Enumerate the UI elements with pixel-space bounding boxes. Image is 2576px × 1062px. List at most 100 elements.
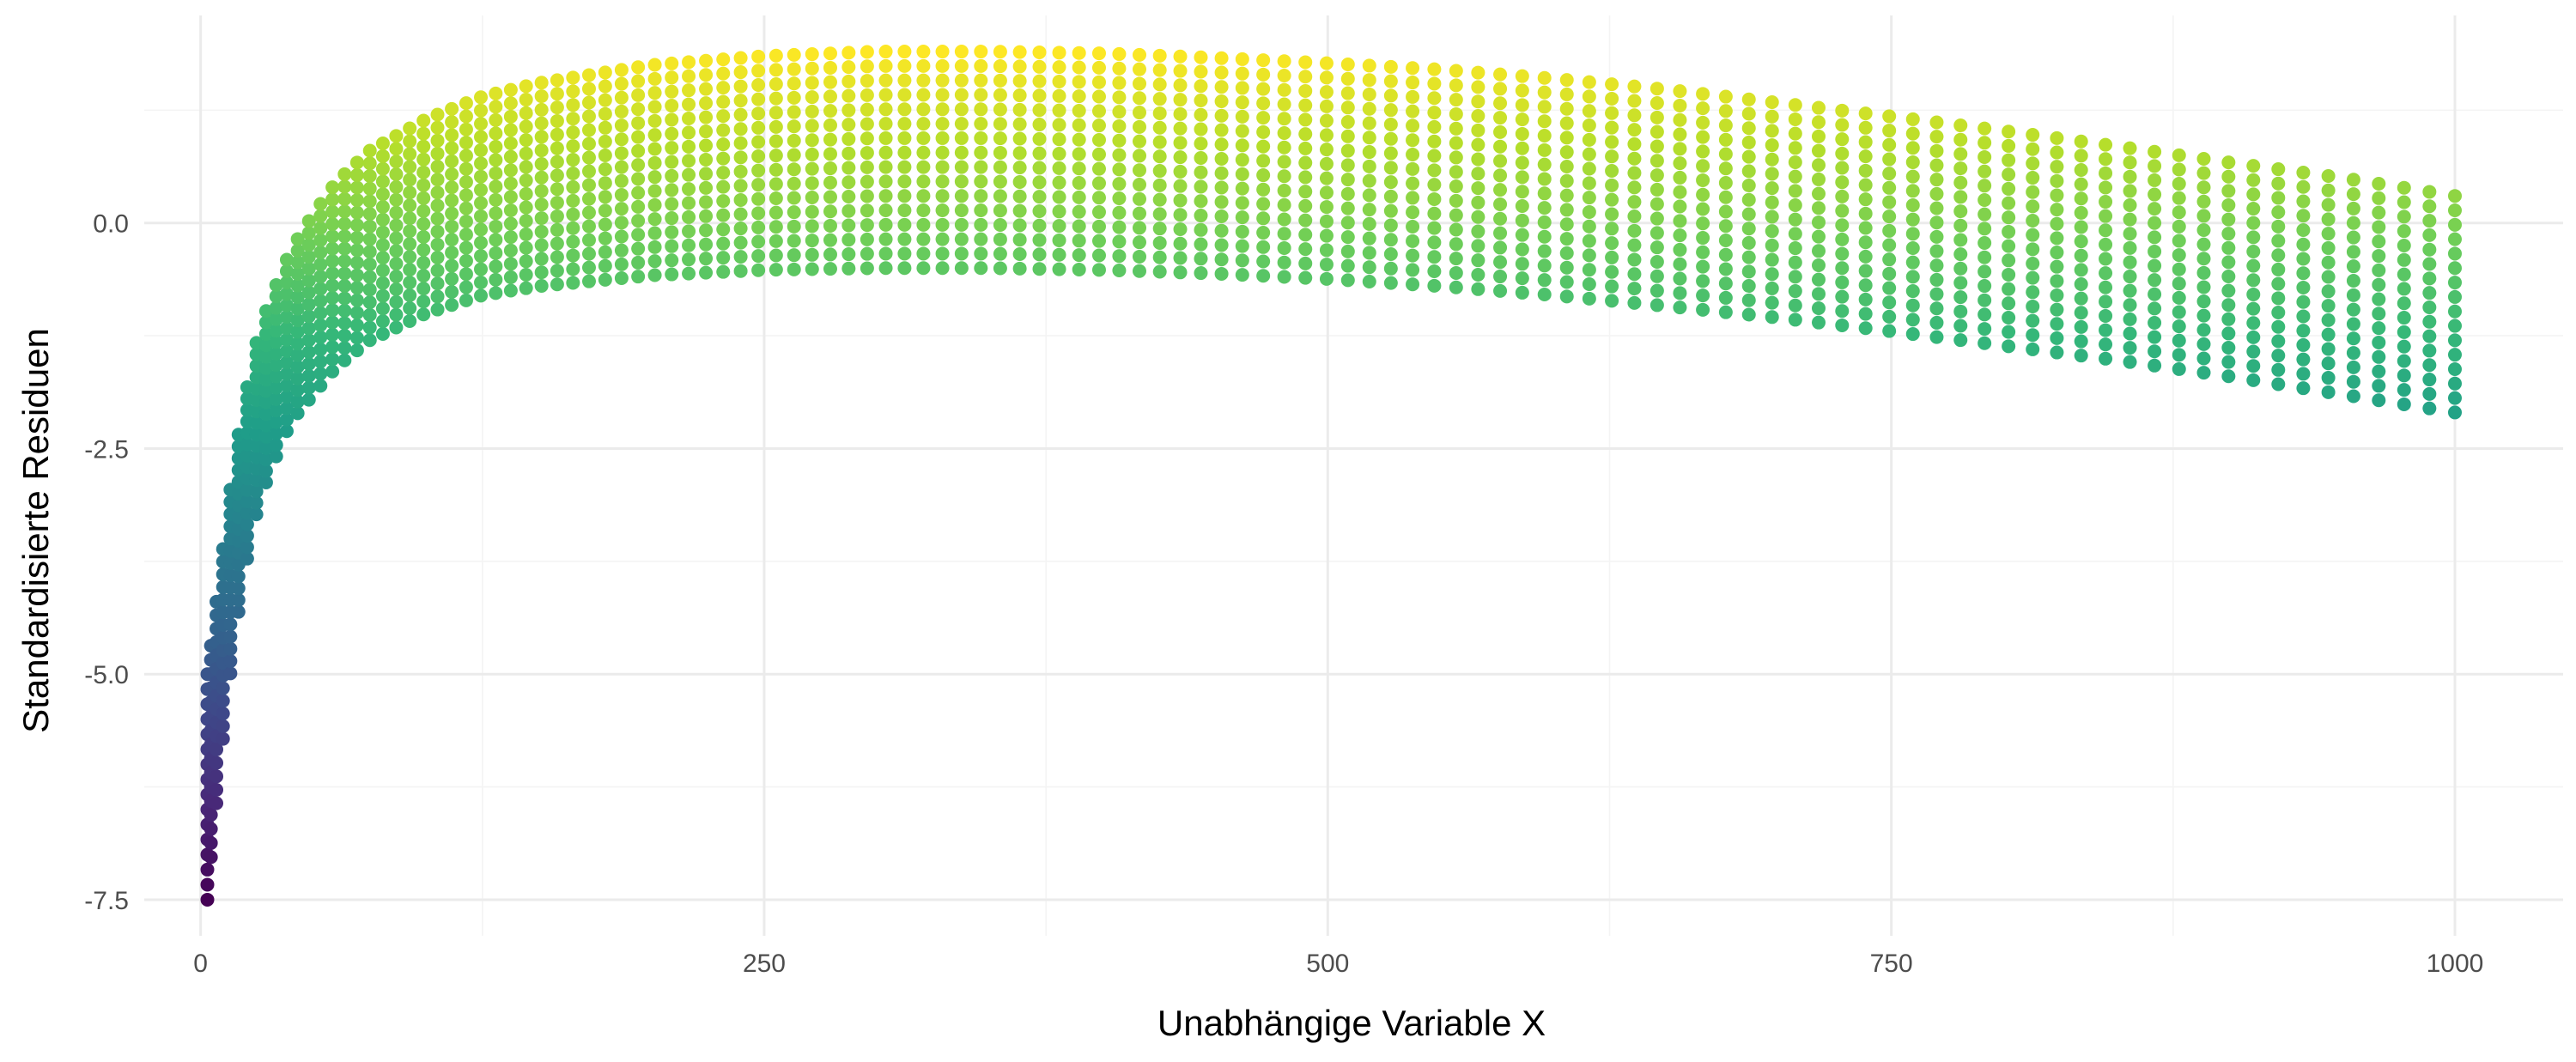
data-point — [1383, 117, 1398, 131]
data-point — [313, 233, 328, 247]
data-point — [375, 263, 390, 277]
data-point — [430, 224, 445, 239]
data-point — [489, 179, 503, 194]
data-point — [699, 237, 714, 252]
data-point — [430, 237, 445, 252]
data-point — [699, 209, 714, 223]
data-point — [647, 184, 662, 198]
data-point — [2447, 289, 2462, 304]
data-point — [841, 203, 856, 218]
data-point — [2321, 284, 2336, 299]
data-point — [954, 203, 969, 218]
data-point — [1882, 124, 1897, 138]
data-point — [1032, 175, 1047, 190]
data-point — [349, 167, 364, 182]
data-point — [1214, 252, 1229, 267]
data-point — [1905, 112, 1920, 126]
data-point — [2002, 239, 2016, 253]
data-point — [2002, 224, 2016, 239]
data-point — [1741, 250, 1756, 264]
data-point — [974, 160, 988, 174]
data-point — [1978, 179, 1992, 193]
data-point — [269, 449, 283, 464]
data-point — [290, 383, 305, 397]
data-point — [375, 251, 390, 265]
data-point — [1627, 108, 1642, 123]
data-point — [445, 219, 459, 234]
data-point — [1788, 141, 1802, 155]
data-point — [279, 355, 294, 370]
data-point — [1406, 205, 1420, 220]
data-point — [489, 272, 503, 287]
data-point — [258, 464, 273, 478]
data-point — [2050, 231, 2064, 246]
data-point — [2148, 187, 2162, 202]
data-point — [581, 150, 596, 165]
data-point — [1605, 77, 1619, 92]
data-point — [2148, 144, 2162, 159]
data-point — [631, 199, 646, 214]
data-point — [878, 160, 893, 174]
data-point — [1929, 130, 1944, 144]
data-point — [2246, 187, 2261, 202]
data-point — [416, 126, 431, 141]
data-point — [325, 327, 340, 342]
data-point — [1471, 181, 1485, 196]
data-point — [805, 234, 819, 248]
data-point — [974, 203, 988, 218]
data-point — [716, 179, 731, 194]
data-point — [337, 191, 352, 206]
data-point — [1383, 261, 1398, 276]
data-point — [1173, 136, 1188, 150]
data-point — [1383, 103, 1398, 118]
data-point — [566, 112, 580, 126]
data-point — [897, 217, 912, 232]
data-point — [489, 112, 503, 127]
data-point — [1012, 146, 1027, 161]
data-point — [1427, 62, 1442, 76]
data-point — [878, 246, 893, 261]
data-point — [1152, 192, 1167, 207]
data-point — [1788, 241, 1802, 256]
data-point — [716, 194, 731, 209]
data-point — [240, 540, 254, 555]
data-point — [1112, 162, 1127, 177]
data-point — [1788, 298, 1802, 313]
data-point — [2321, 327, 2336, 342]
data-point — [2123, 255, 2137, 270]
data-point — [699, 252, 714, 266]
data-point — [519, 240, 533, 255]
data-point — [1072, 190, 1086, 204]
data-point — [1811, 115, 1826, 130]
data-point — [878, 73, 893, 88]
data-point — [2172, 333, 2186, 348]
data-point — [699, 82, 714, 96]
data-point — [647, 226, 662, 240]
data-point — [1627, 223, 1642, 238]
data-point — [2271, 276, 2286, 291]
data-point — [2397, 238, 2411, 252]
data-point — [1072, 219, 1086, 234]
data-point — [2196, 351, 2211, 366]
data-point — [1905, 197, 1920, 212]
data-point — [733, 250, 748, 264]
data-point — [1978, 121, 1992, 136]
data-point — [1493, 183, 1508, 197]
data-point — [1858, 264, 1873, 278]
data-point — [647, 268, 662, 282]
data-point — [1406, 176, 1420, 191]
data-point — [389, 129, 404, 143]
data-point — [841, 103, 856, 118]
data-point — [1537, 100, 1552, 114]
data-point — [290, 301, 305, 316]
data-point — [503, 203, 518, 217]
data-point — [2271, 362, 2286, 377]
data-point — [1173, 49, 1188, 64]
data-point — [1673, 98, 1687, 112]
data-point — [550, 222, 564, 237]
data-point — [1032, 118, 1047, 132]
data-point — [916, 102, 931, 117]
data-point — [614, 90, 629, 105]
data-point — [1152, 120, 1167, 135]
